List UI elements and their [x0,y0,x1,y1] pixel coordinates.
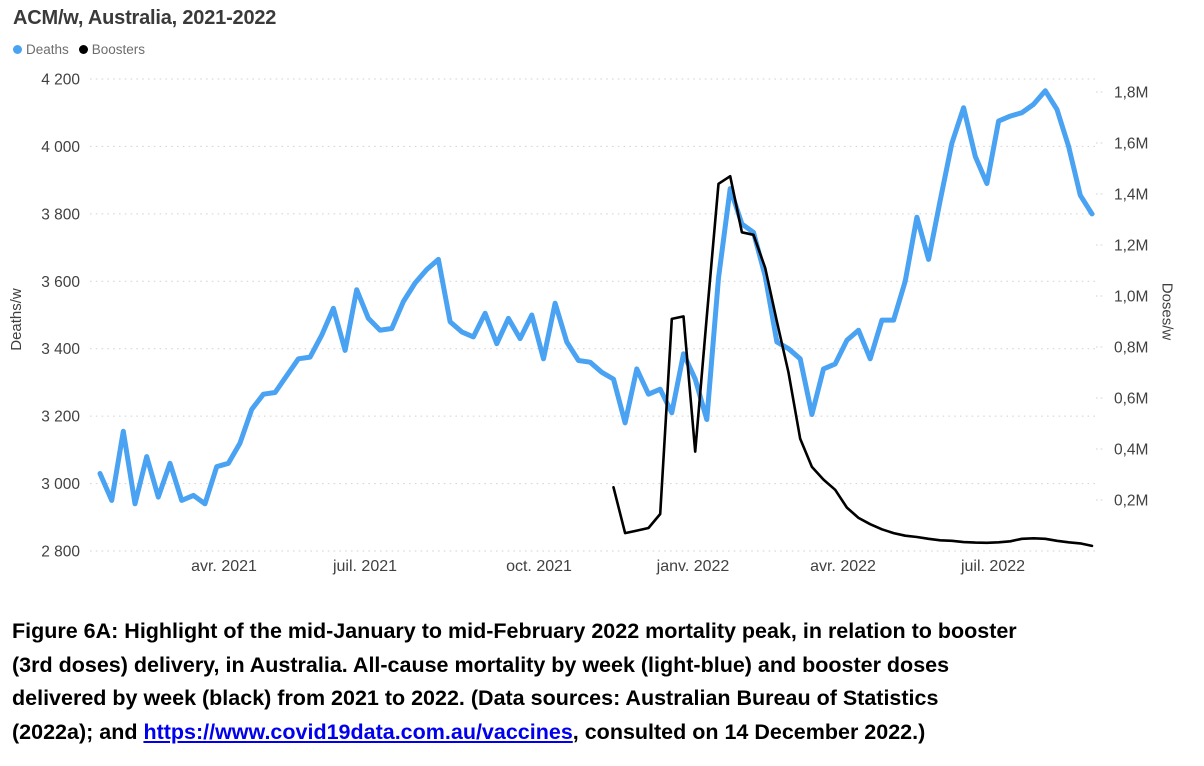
right-axis-tick-label: 0,6M [1114,391,1148,408]
chart-legend: Deaths Boosters [13,42,145,57]
x-axis-tick-label: juil. 2022 [960,558,1025,575]
caption-text: Figure 6A: Highlight of the mid-January … [12,619,1017,643]
right-axis-tick-label: 0,8M [1114,340,1148,357]
right-axis-tick-label: 1,2M [1114,238,1148,255]
chart-title: ACM/w, Australia, 2021-2022 [13,7,277,29]
right-axis-tick-label: 1,6M [1114,136,1148,153]
caption-line: Figure 6A: Highlight of the mid-January … [12,615,1200,649]
x-axis-tick-label: juil. 2021 [332,558,397,575]
right-axis-tick-label: 0,2M [1114,493,1148,510]
figure-caption: Figure 6A: Highlight of the mid-January … [12,615,1200,749]
left-axis-tick-label: 3 200 [41,409,80,426]
legend-label: Deaths [26,42,69,57]
caption-text: , consulted on 14 December 2022.) [572,719,926,744]
boosters-legend-dot-icon [78,45,88,54]
left-axis-tick-label: 3 800 [41,206,80,223]
left-axis-tick-label: 4 000 [41,139,80,156]
left-axis-tick-label: 3 400 [41,341,80,358]
left-axis-tick-label: 3 600 [41,274,80,291]
x-axis-tick-label: janv. 2022 [656,558,730,575]
deaths-legend-dot-icon [13,45,22,54]
right-axis-tick-label: 1,0M [1114,289,1148,306]
right-axis-title: Doses/w [1158,282,1176,341]
caption-text: delivered by week (black) from 2021 to 2… [12,686,939,710]
left-axis-tick-label: 2 800 [41,544,80,561]
left-axis-tick-label: 3 000 [41,476,80,493]
right-axis-tick-label: 1,4M [1114,187,1148,204]
legend-item-deaths: Deaths [13,42,69,57]
chart-plot-area: 4 200 4 000 3 800 3 600 3 400 3 200 3 000 2 800… [41,72,1148,576]
caption-source-link[interactable]: https://www.covid19data.com.au/vaccines [143,719,573,744]
deaths-line [97,88,1095,507]
right-axis-tick-label: 0,4M [1114,442,1148,459]
caption-text: (3rd doses) delivery, in Australia. All-… [12,652,950,677]
boosters-line [612,174,1094,548]
legend-label: Boosters [91,42,146,57]
caption-text: (2022a); and [12,719,144,744]
left-axis-tick-label: 4 200 [41,72,80,89]
legend-item-boosters: Boosters [78,42,146,57]
right-axis-tick-label: 1,8M [1114,85,1148,102]
caption-line: (3rd doses) delivery, in Australia. All-… [12,649,1200,683]
caption-line: delivered by week (black) from 2021 to 2… [12,682,1200,716]
left-axis-title: Deaths/w [7,288,25,351]
caption-line: (2022a); and https://www.covid19data.com… [12,716,1200,750]
x-axis-tick-label: avr. 2021 [191,558,257,575]
x-axis-tick-label: avr. 2022 [810,558,876,575]
x-axis-tick-label: oct. 2021 [506,558,572,575]
